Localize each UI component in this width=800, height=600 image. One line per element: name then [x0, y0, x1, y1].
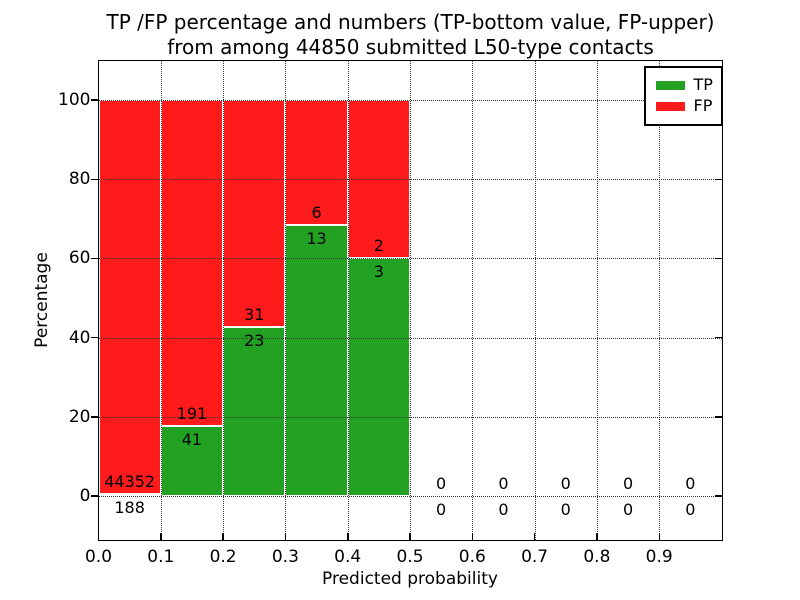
tp-count-label: 0	[498, 499, 509, 519]
legend: TP FP	[643, 65, 723, 126]
bar-tp-segment	[98, 494, 161, 497]
tp-count-label: 0	[560, 499, 571, 519]
x-tick-label: 0.0	[84, 546, 113, 567]
x-tick-mark	[347, 532, 349, 540]
x-tick-mark	[97, 532, 100, 540]
tp-count-label: 3	[373, 262, 384, 282]
y-tick-mark	[90, 495, 98, 497]
gridline-vertical	[410, 60, 411, 540]
plot-area: Percentage TP FP 44352 188 191 41 31 23 6 13 2 3 0…	[32, 59, 723, 589]
gridline-vertical	[285, 60, 287, 540]
y-tick-mark	[90, 99, 98, 101]
gridline-vertical	[223, 60, 225, 540]
x-tick-label: 0.3	[271, 546, 299, 567]
x-tick-label: 0.4	[334, 546, 362, 567]
legend-label-fp: FP	[693, 96, 713, 115]
fp-count-label: 0	[685, 473, 696, 493]
y-tick-label: 100	[58, 90, 91, 111]
tp-count-label: 23	[244, 331, 265, 351]
fp-count-label: 44352	[104, 472, 156, 492]
bar-tp-segment	[347, 258, 410, 496]
gridline-vertical	[472, 60, 474, 540]
x-tick-label: 0.5	[396, 546, 424, 567]
fp-count-label: 0	[498, 473, 509, 493]
x-tick-label: 0.2	[209, 546, 237, 567]
legend-item-tp: TP	[655, 75, 714, 96]
y-tick-mark	[714, 336, 722, 339]
bar-fp-segment	[347, 100, 410, 259]
tp-count-label: 13	[306, 229, 327, 249]
y-axis-label: Percentage	[31, 252, 52, 348]
y-tick-label: 40	[68, 327, 91, 348]
y-tick-label: 80	[68, 169, 91, 190]
bar-tp-segment	[285, 225, 348, 496]
x-tick-mark	[533, 532, 536, 540]
gridline-vertical	[659, 60, 661, 540]
y-tick-mark	[90, 416, 98, 418]
fp-count-label: 31	[244, 305, 265, 325]
y-tick-label: 20	[68, 406, 91, 427]
y-tick-mark	[714, 495, 722, 497]
y-tick-mark	[90, 257, 98, 260]
legend-label-tp: TP	[693, 75, 713, 94]
tp-count-label: 188	[114, 498, 145, 518]
bar-tp-segment	[160, 426, 224, 496]
y-tick-mark	[90, 336, 98, 339]
gridline-vertical	[160, 60, 162, 540]
fp-count-label: 2	[373, 236, 384, 256]
x-tick-mark	[222, 532, 224, 540]
x-tick-mark	[160, 532, 162, 540]
tp-count-label: 0	[685, 499, 696, 519]
x-tick-label: 0.7	[521, 546, 549, 567]
fp-count-label: 0	[436, 473, 447, 493]
x-tick-label: 0.6	[458, 546, 486, 567]
tp-count-label: 41	[181, 430, 203, 449]
y-tick-mark	[90, 178, 98, 180]
fp-swatch-icon	[655, 101, 685, 111]
fp-count-label: 0	[560, 473, 571, 493]
fp-count-label: 6	[311, 203, 322, 223]
tp-count-label: 0	[622, 499, 634, 519]
tp-count-label: 0	[436, 499, 447, 519]
fp-count-label: 191	[176, 404, 208, 423]
tp-swatch-icon	[655, 80, 685, 90]
x-tick-label: 0.1	[147, 546, 175, 567]
bar-fp-segment	[223, 100, 286, 328]
bar-fp-segment	[160, 100, 224, 426]
y-tick-mark	[714, 416, 722, 418]
fp-count-label: 0	[622, 473, 634, 493]
x-tick-mark	[471, 532, 474, 540]
gridline-vertical	[596, 60, 598, 540]
x-tick-mark	[658, 532, 660, 540]
y-tick-mark	[714, 178, 722, 180]
chart-title-line2: from among 44850 submitted L50-type cont…	[167, 35, 654, 59]
chart-title-line1: TP /FP percentage and numbers (TP-bottom…	[106, 10, 715, 34]
gridline-vertical	[347, 60, 349, 540]
y-tick-label: 0	[79, 486, 91, 506]
x-tick-mark	[409, 532, 411, 540]
gridline-vertical	[534, 60, 536, 540]
x-axis-label: Predicted probability	[322, 568, 498, 589]
bar-fp-segment	[98, 100, 161, 495]
x-tick-mark	[596, 532, 598, 540]
x-tick-mark	[284, 532, 287, 540]
chart-title: TP /FP percentage and numbers (TP-bottom…	[97, 10, 724, 60]
x-tick-label: 0.9	[645, 546, 673, 567]
y-tick-label: 60	[68, 248, 91, 269]
y-tick-mark	[714, 257, 722, 260]
legend-item-fp: FP	[655, 96, 714, 117]
x-tick-label: 0.8	[583, 546, 611, 567]
